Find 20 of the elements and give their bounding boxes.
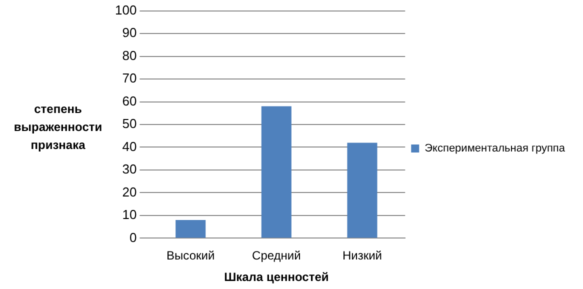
bar <box>176 220 206 238</box>
y-tick-label: 10 <box>122 207 137 222</box>
y-tick-label: 30 <box>122 162 137 177</box>
x-tick-label: Низкий <box>342 248 382 263</box>
x-tick-label: Средний <box>252 248 301 263</box>
y-tick-label: 0 <box>129 230 137 245</box>
y-tick-label: 90 <box>122 25 137 40</box>
x-tick-label: Высокий <box>166 248 215 263</box>
y-tick-label: 60 <box>122 93 137 108</box>
bar <box>261 106 292 238</box>
y-tick-label: 20 <box>122 184 137 200</box>
y-tick-label: 100 <box>114 2 137 18</box>
y-tick-label: 40 <box>122 138 137 154</box>
legend-label: Экспериментальная группа <box>424 142 566 155</box>
y-tick-label: 80 <box>122 48 137 63</box>
bar <box>347 142 378 238</box>
y-tick-label: 70 <box>122 70 137 86</box>
y-axis-title: степень выраженности признака <box>12 101 104 154</box>
y-tick-label: 50 <box>122 116 137 132</box>
x-axis-title: Шкала ценностей <box>224 270 329 284</box>
